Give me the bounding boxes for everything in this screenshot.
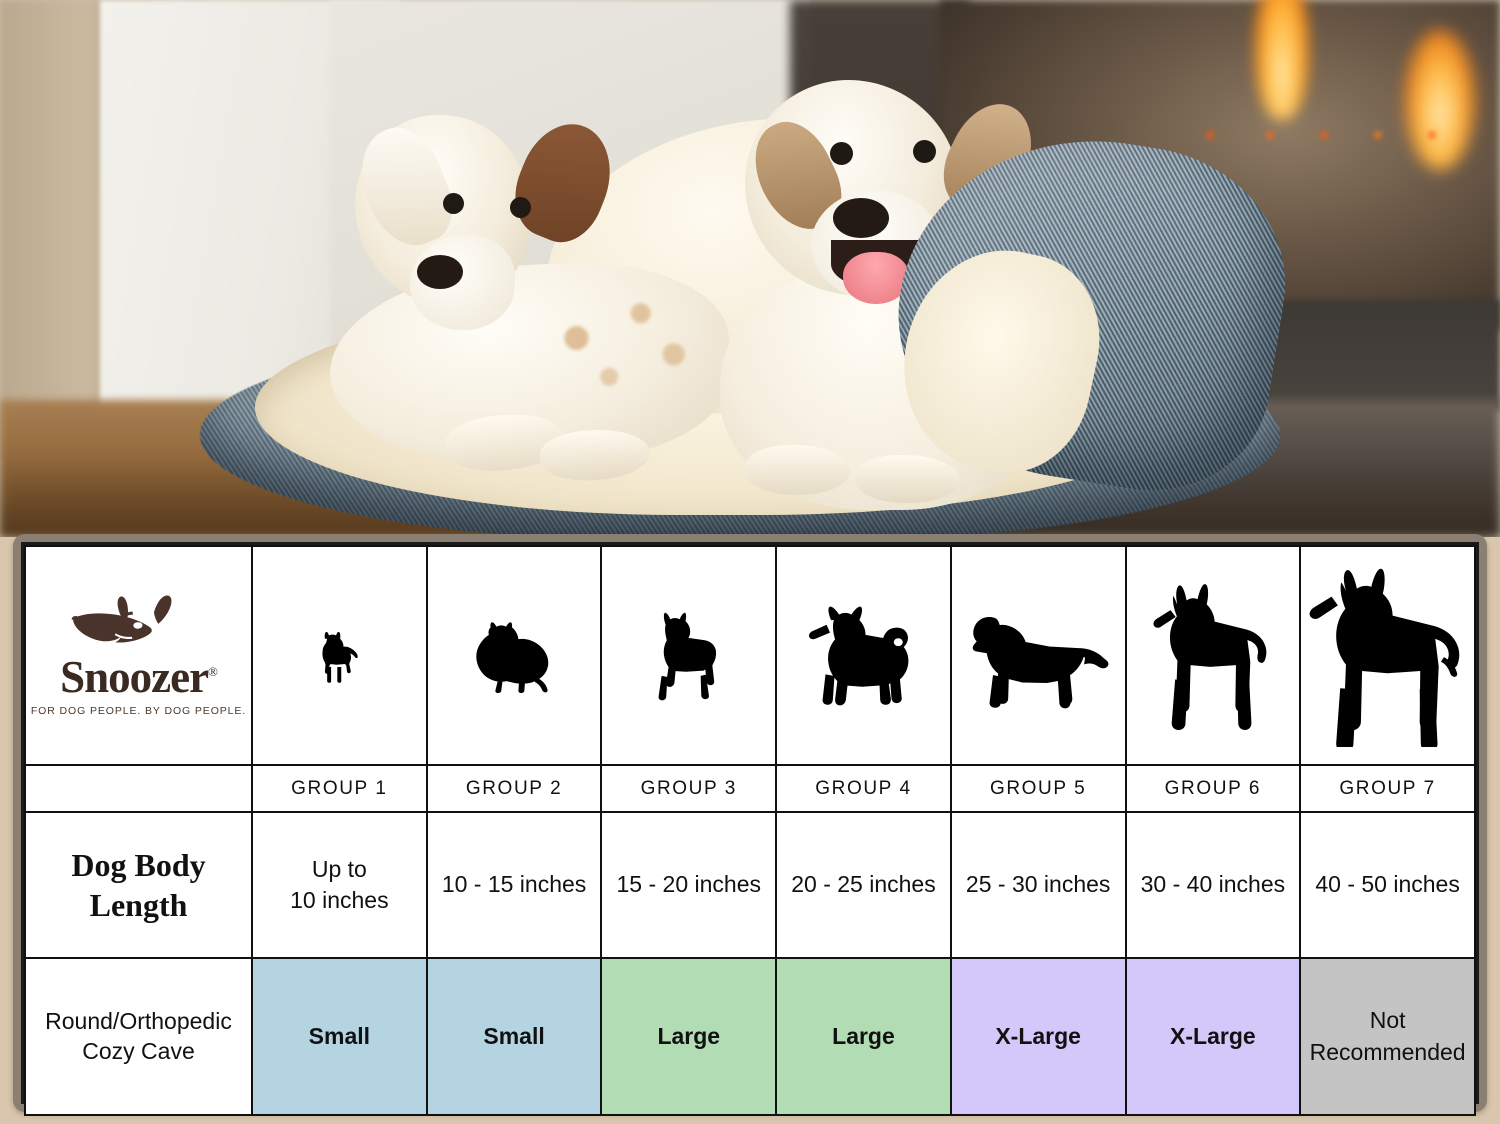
dog-eye — [830, 142, 853, 165]
group-header-1: GROUP 1 — [251, 764, 428, 813]
dog-left-lying — [300, 85, 735, 505]
recommended-size-group-5: X-Large — [949, 957, 1127, 1116]
silhouette-cell-group-1 — [251, 545, 428, 766]
recommended-size-group-6: X-Large — [1124, 957, 1302, 1116]
shiba-inu-silhouette-icon — [809, 606, 909, 705]
body-length-group-3: 15 - 20 inches — [600, 811, 778, 959]
flame-icon — [1405, 30, 1475, 170]
recommended-size-group-3: Large — [600, 957, 778, 1116]
body-length-group-2: 10 - 15 inches — [425, 811, 603, 959]
flame-icon — [1255, 0, 1309, 120]
group-header-7: GROUP 7 — [1299, 764, 1476, 813]
recommended-size-group-4: Large — [775, 957, 952, 1116]
group-header-6: GROUP 6 — [1124, 764, 1302, 813]
group-header-2: GROUP 2 — [425, 764, 603, 813]
silhouette-cell-group-7 — [1299, 545, 1476, 766]
body-length-group-5: 25 - 30 inches — [949, 811, 1127, 959]
group-header-4: GROUP 4 — [775, 764, 952, 813]
recommended-size-group-2: Small — [425, 957, 603, 1116]
table-row-body-length: Dog Body Length Up to 10 inches 10 - 15 … — [24, 811, 1476, 959]
dog-paw — [855, 455, 960, 503]
boston-terrier-silhouette-icon — [658, 612, 716, 700]
dog-nose — [417, 255, 463, 289]
snoozer-dog-mark-icon — [71, 594, 171, 643]
dog-ear — [501, 110, 627, 254]
snoozer-logo: Snoozer® FOR DOG PEOPLE. BY DOG PEOPLE. — [26, 594, 251, 717]
recommended-size-group-1: Small — [251, 957, 428, 1116]
hero-photo — [0, 0, 1500, 537]
category-band: COZY CAVES — [24, 764, 253, 813]
silhouette-cell-group-3 — [600, 545, 778, 766]
brand-logo-cell: Snoozer® FOR DOG PEOPLE. BY DOG PEOPLE. — [24, 545, 253, 766]
silhouette-cell-group-2 — [425, 545, 603, 766]
registered-mark-icon: ® — [208, 663, 218, 679]
dog-nose — [833, 198, 889, 238]
size-chart-table: Snoozer® FOR DOG PEOPLE. BY DOG PEOPLE. — [24, 545, 1476, 1116]
brand-tagline: FOR DOG PEOPLE. BY DOG PEOPLE. — [30, 704, 247, 717]
golden-retriever-silhouette-icon — [972, 616, 1109, 708]
pomeranian-silhouette-icon — [476, 621, 549, 693]
chihuahua-silhouette-icon — [322, 631, 359, 683]
group-header-5: GROUP 5 — [949, 764, 1127, 813]
silhouette-cell-group-6 — [1124, 545, 1302, 766]
body-length-group-4: 20 - 25 inches — [775, 811, 952, 959]
dog-eye — [443, 193, 464, 214]
great-dane-silhouette-icon — [1309, 568, 1459, 747]
body-length-group-1: Up to 10 inches — [251, 811, 428, 959]
row-label-dog-body-length: Dog Body Length — [24, 811, 253, 959]
dog-eye — [510, 197, 531, 218]
row-label-round-orthopedic-cozy-cave: Round/Orthopedic Cozy Cave — [24, 957, 253, 1116]
size-chart-frame: Snoozer® FOR DOG PEOPLE. BY DOG PEOPLE. — [13, 534, 1487, 1116]
row-label-line-2: Cozy Cave — [82, 1037, 195, 1064]
dog-ear — [345, 116, 465, 258]
dog-paw — [745, 445, 850, 495]
silhouette-cell-group-5 — [949, 545, 1127, 766]
dog-head — [345, 110, 627, 330]
brand-wordmark: Snoozer® — [60, 651, 218, 702]
row-label-line-2: Length — [89, 887, 188, 923]
group-header-3: GROUP 3 — [600, 764, 778, 813]
dog-eye — [913, 140, 936, 163]
silhouette-cell-group-4 — [775, 545, 952, 766]
dog-tongue — [843, 252, 909, 304]
table-row-silhouettes: Snoozer® FOR DOG PEOPLE. BY DOG PEOPLE. — [24, 545, 1476, 766]
recommended-size-group-7: Not Recommended — [1299, 957, 1476, 1116]
body-length-group-7: 40 - 50 inches — [1299, 811, 1476, 959]
row-label-line-1: Round/Orthopedic — [45, 1007, 232, 1034]
size-chart-card: Snoozer® FOR DOG PEOPLE. BY DOG PEOPLE. — [21, 542, 1479, 1116]
body-length-group-6: 30 - 40 inches — [1124, 811, 1302, 959]
ember-glow — [1180, 125, 1480, 145]
row-label-line-1: Dog Body — [71, 847, 206, 883]
doberman-silhouette-icon — [1153, 583, 1267, 730]
table-row-group-headers: COZY CAVES GROUP 1 GROUP 2 GROUP 3 GROUP… — [24, 764, 1476, 813]
table-row-recommended-size: Round/Orthopedic Cozy Cave Small Small L… — [24, 957, 1476, 1116]
